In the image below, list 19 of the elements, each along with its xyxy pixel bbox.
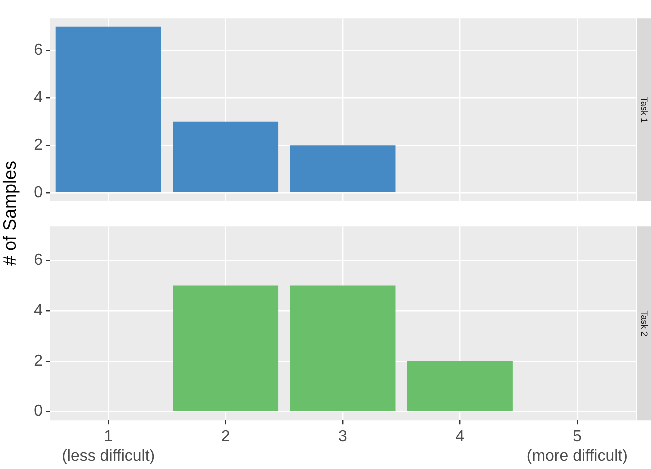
x-tick-label: 2 — [221, 428, 230, 446]
x-tick-label: 5 (more difficult) — [526, 428, 628, 465]
text: Task 1 — [640, 96, 650, 124]
bar — [290, 146, 396, 192]
y-tick-label: 2 — [34, 352, 44, 370]
y-tick-label: 6 — [34, 42, 44, 60]
y-tick-label: 2 — [34, 137, 44, 154]
y-tick-label: 6 — [34, 252, 44, 270]
x-tick-label: 3 — [338, 428, 348, 446]
bar — [173, 122, 279, 192]
y-tick-label: 0 — [34, 403, 44, 420]
bar — [56, 26, 162, 192]
text: Task 2 — [640, 310, 650, 337]
y-tick-label: 4 — [34, 90, 44, 107]
y-tick-label: 4 — [34, 302, 44, 320]
y-tick-label: 0 — [34, 184, 44, 202]
y-axis-title: # of Samples — [0, 160, 22, 266]
x-tick-label: 4 — [456, 428, 465, 446]
x-tick-label: 1 (less difficult) — [62, 428, 156, 465]
